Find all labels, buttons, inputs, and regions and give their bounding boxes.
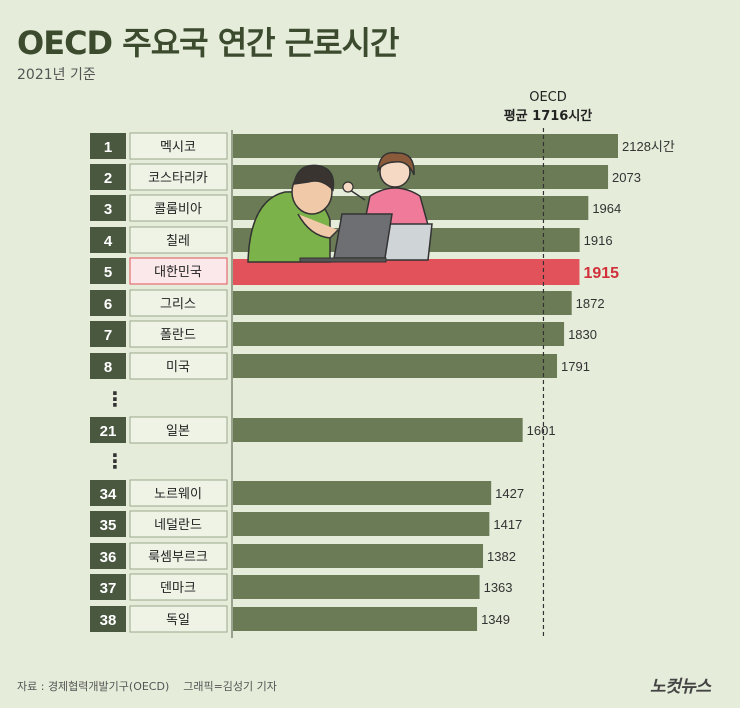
country-label: 그리스	[160, 297, 196, 312]
rank-box	[90, 227, 126, 253]
bar	[233, 134, 618, 158]
bar	[233, 354, 558, 378]
value-label: 1349	[481, 612, 510, 627]
value-label: 1830	[568, 327, 597, 342]
country-label: 콜롬비아	[154, 202, 202, 217]
oecd-average-label: OECD 평균 1716시간	[502, 88, 594, 126]
rank-box	[90, 164, 126, 190]
value-label: 1964	[592, 201, 621, 216]
country-label: 코스타리카	[148, 171, 208, 186]
value-label: 1382	[487, 549, 516, 564]
chart-title: OECD 주요국 연간 근로시간	[17, 24, 399, 62]
rank-box	[90, 417, 126, 443]
rank-label: 34	[100, 486, 117, 503]
rank-box	[90, 606, 126, 632]
bar	[233, 259, 580, 285]
bar	[233, 544, 484, 568]
rank-box	[90, 511, 126, 537]
bar	[233, 512, 490, 536]
bar	[233, 418, 523, 442]
country-label: 독일	[166, 613, 190, 628]
gap-marker-2: ⋮	[105, 449, 125, 473]
bar	[233, 322, 565, 346]
rank-label: 36	[100, 549, 117, 566]
bar	[233, 165, 609, 189]
bar	[233, 607, 478, 631]
country-box	[129, 479, 228, 507]
country-label: 칠레	[166, 234, 190, 249]
rank-label: 35	[100, 517, 117, 534]
rank-box	[90, 480, 126, 506]
rank-label: 7	[104, 327, 112, 344]
country-box	[129, 573, 228, 601]
country-label: 대한민국	[154, 265, 202, 280]
country-box	[129, 194, 228, 222]
chart-subtitle: 2021년 기준	[17, 67, 96, 83]
rank-label: 37	[100, 580, 117, 597]
value-label: 1363	[484, 580, 513, 595]
value-label: 2073	[612, 170, 641, 185]
rank-box	[90, 290, 126, 316]
rank-label: 5	[104, 264, 112, 281]
country-box	[129, 163, 228, 191]
rank-label: 2	[104, 170, 112, 187]
rank-label: 6	[104, 296, 112, 313]
rank-box	[90, 543, 126, 569]
rank-label: 3	[104, 201, 112, 218]
value-label: 1916	[584, 233, 613, 248]
rank-box	[90, 574, 126, 600]
country-label: 멕시코	[160, 140, 196, 155]
gap-marker-1: ⋮	[105, 387, 125, 411]
country-label: 룩셈부르크	[148, 550, 208, 565]
value-label: 1915	[583, 265, 619, 282]
country-label: 노르웨이	[154, 487, 202, 502]
rank-box	[90, 133, 126, 159]
rank-label: 8	[104, 359, 112, 376]
bar	[233, 291, 572, 315]
country-box	[129, 416, 228, 444]
value-label: 1872	[576, 296, 605, 311]
rank-label: 38	[100, 612, 117, 629]
country-label: 네덜란드	[154, 518, 202, 533]
oecd-average-label-top: OECD	[529, 90, 567, 105]
country-label: 폴란드	[160, 328, 196, 343]
value-label: 1427	[495, 486, 524, 501]
bar	[233, 481, 492, 505]
rank-label: 4	[104, 233, 113, 250]
country-box	[129, 226, 228, 254]
rank-label: 1	[104, 139, 112, 156]
bar	[233, 575, 480, 599]
source-credit: 자료 : 경제협력개발기구(OECD) 그래픽=김성기 기자	[17, 680, 277, 693]
country-box	[129, 510, 228, 538]
worker-illustration	[247, 151, 433, 263]
rank-box	[90, 321, 126, 347]
country-label: 미국	[166, 360, 190, 375]
country-label: 일본	[166, 424, 190, 439]
value-label: 1601	[527, 423, 556, 438]
country-box	[129, 542, 228, 570]
value-label: 2128시간	[622, 139, 675, 154]
rank-box	[90, 258, 126, 284]
country-box	[129, 289, 228, 317]
publisher-logo: 노컷뉴스	[650, 677, 711, 697]
rank-box	[90, 195, 126, 221]
oecd-average-label-bottom: 평균 1716시간	[503, 109, 593, 124]
country-box	[129, 352, 228, 380]
country-label: 덴마크	[160, 581, 196, 596]
value-label: 1791	[561, 359, 590, 374]
rank-box	[90, 353, 126, 379]
country-box	[129, 605, 228, 633]
country-box	[129, 257, 228, 285]
rank-label: 21	[100, 423, 117, 440]
country-box	[129, 132, 228, 160]
value-label: 1417	[493, 517, 522, 532]
country-box	[129, 320, 228, 348]
